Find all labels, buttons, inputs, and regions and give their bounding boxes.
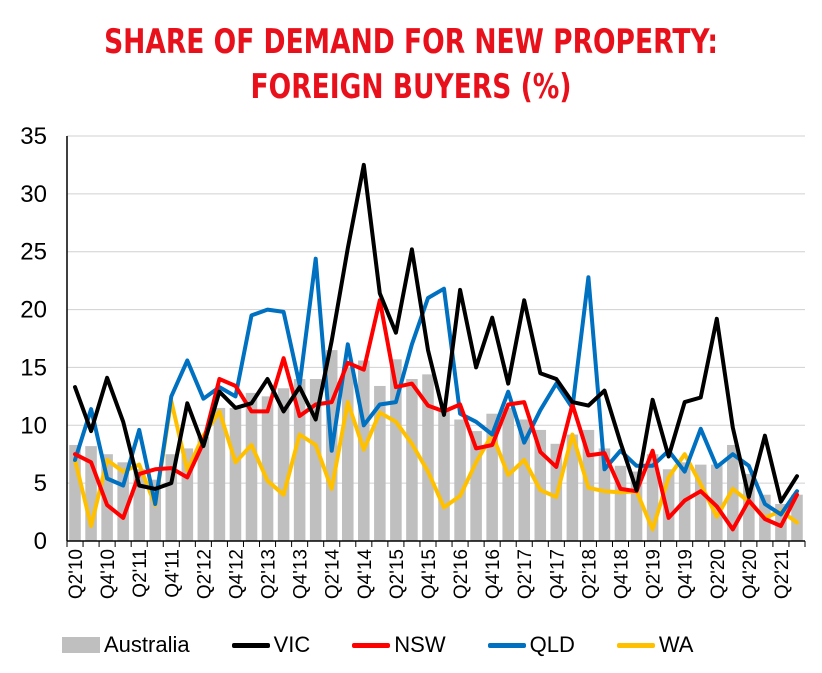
bar-australia-8 [197,436,210,541]
x-tick-label-14: Q2'17 [515,549,536,599]
y-tick-label-25: 25 [20,239,47,266]
bar-australia-17 [341,367,354,541]
bar-australia-22 [422,374,434,541]
y-tick-label-5: 5 [34,470,47,497]
x-tick-label-16: Q2'18 [579,549,600,599]
y-tick-label-0: 0 [34,528,47,555]
bar-australia-26 [486,413,498,541]
legend-label-vic: VIC [273,632,311,657]
chart-title-line-2: FOREIGN BUYERS (%) [250,67,572,107]
y-tick-label-20: 20 [20,297,47,324]
legend-item-nsw: NSW [352,632,446,658]
x-tick-label-2: Q2'11 [130,549,151,598]
bar-australia-31 [566,434,579,541]
bar-australia-33 [598,448,611,541]
legend-swatch-nsw [352,642,391,648]
bar-australia-21 [406,379,418,541]
chart-title-line-1: SHARE OF DEMAND FOR NEW PROPERTY: [104,22,718,62]
bar-australia-42 [743,473,755,541]
x-tick-label-5: Q4'12 [226,549,247,599]
series-line-qld [73,256,799,517]
x-tick-label-11: Q4'15 [419,549,440,599]
x-tick-label-15: Q4'17 [547,549,568,599]
bar-australia-29 [534,429,547,541]
bar-australia-10 [229,407,242,541]
bar-australia-14 [293,379,306,541]
bar-australia-19 [374,385,386,541]
legend-label-qld: QLD [529,632,575,657]
bar-australia-35 [630,471,643,541]
legend-item-wa: WA [616,632,694,658]
bar-australia-36 [646,454,659,541]
y-tick-label-10: 10 [20,412,47,439]
legend-swatch-vic [231,642,270,648]
x-tick-label-0: Q2'10 [66,549,87,599]
bar-australia-3 [117,462,129,541]
legend-label-australia: Australia [104,632,190,657]
bar-australia-5 [149,479,162,541]
bar-australia-34 [614,465,627,541]
bar-australia-15 [309,379,322,541]
bar-australia-20 [390,359,402,541]
bar-australia-9 [213,407,226,541]
x-tick-label-7: Q4'13 [291,549,312,599]
bar-australia-23 [438,407,450,541]
x-tick-label-21: Q4'20 [740,549,761,599]
bar-australia-28 [518,419,531,541]
legend: Australia VIC NSW QLD WA [62,628,735,662]
series-line-wa [73,399,799,532]
bar-australia-24 [454,419,466,541]
legend-swatch-wa [616,642,655,648]
bar-australia-4 [133,469,145,541]
x-tick-label-13: Q4'16 [483,549,504,599]
bar-australia-11 [245,392,258,541]
legend-item-australia: Australia [62,632,190,658]
bar-australia-37 [662,469,675,541]
x-tick-label-1: Q4'10 [98,549,119,599]
series-line-vic [73,162,799,504]
bar-australia-13 [277,388,290,541]
x-tick-label-3: Q4'11 [162,549,183,598]
x-tick-label-4: Q2'12 [194,549,215,599]
legend-item-vic: VIC [231,632,311,658]
legend-label-nsw: NSW [394,632,446,657]
x-tick-label-8: Q2'14 [323,549,344,600]
bar-australia-7 [181,448,194,541]
legend-swatch-qld [487,642,526,648]
x-tick-label-6: Q2'13 [259,549,280,599]
y-tick-label-15: 15 [20,354,47,381]
x-tick-label-10: Q2'15 [387,549,408,599]
bar-australia-12 [261,396,274,541]
x-tick-label-20: Q2'20 [708,549,729,599]
bar-australia-2 [101,454,113,541]
bar-australia-6 [165,454,178,541]
bar-australia-0 [69,444,81,541]
bar-australia-1 [85,446,97,541]
x-tick-label-22: Q2'21 [772,549,793,599]
bar-australia-41 [727,444,739,541]
x-tick-label-19: Q4'19 [676,549,697,599]
chart-title: SHARE OF DEMAND FOR NEW PROPERTY: FOREIG… [90,20,731,110]
y-tick-label-35: 35 [20,123,47,150]
bar-australia-25 [470,431,482,541]
x-tick-label-12: Q2'16 [451,549,472,599]
bar-australia-45 [791,494,803,541]
legend-swatch-australia [62,637,100,653]
x-tick-label-18: Q2'19 [644,549,665,599]
bar-australia-39 [694,464,707,541]
legend-label-wa: WA [658,632,694,657]
x-tick-label-9: Q4'14 [355,549,376,600]
y-tick-label-30: 30 [20,181,47,208]
series-line-nsw [73,298,799,532]
bar-australia-40 [710,464,723,541]
legend-item-qld: QLD [487,632,575,658]
x-tick-label-17: Q4'18 [612,549,633,599]
